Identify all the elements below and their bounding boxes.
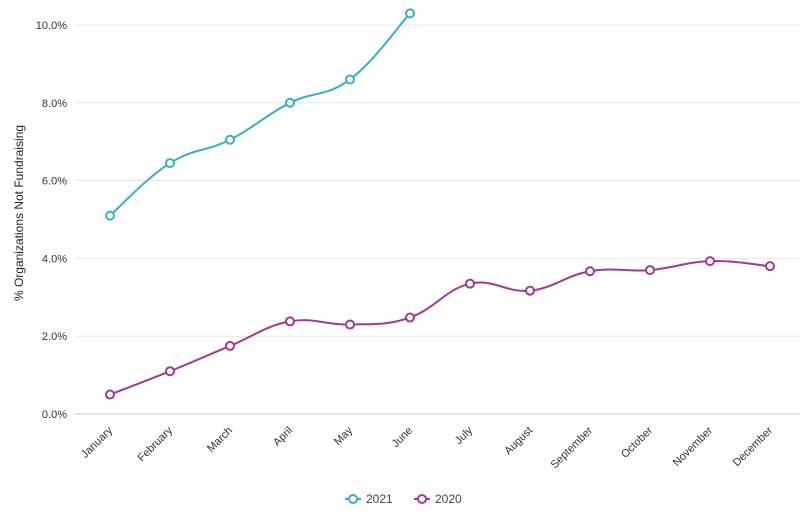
legend-marker-icon [348,494,358,504]
data-point[interactable] [405,8,415,19]
data-point[interactable] [345,319,355,330]
x-tick-label: August [502,425,535,458]
x-axis-ticks: January February March April May June July Augu… [79,424,775,471]
x-tick-label: October [619,424,655,460]
x-tick-label: December [731,424,776,469]
x-tick-label: March [205,425,235,455]
data-point[interactable] [405,312,415,323]
data-point[interactable] [105,210,115,221]
legend-marker-icon [417,494,427,504]
x-tick-label: May [332,424,356,448]
data-point[interactable] [585,266,595,277]
legend[interactable]: 2021 2020 [345,492,462,506]
x-tick-label: April [271,425,295,449]
data-point[interactable] [105,389,115,400]
data-point[interactable] [765,261,775,272]
y-tick-label: 6.0% [42,176,67,188]
series-line [109,260,771,396]
x-tick-label: June [390,425,415,450]
legend-item-2020[interactable]: 2020 [414,492,462,506]
x-tick-label: September [549,424,596,471]
data-point[interactable] [165,366,175,377]
legend-item-2021[interactable]: 2021 [345,492,393,506]
data-point[interactable] [165,158,175,169]
y-tick-label: 10.0% [36,20,67,32]
data-point[interactable] [465,278,475,289]
y-tick-label: 8.0% [42,98,67,110]
data-point[interactable] [225,340,235,351]
x-tick-label: November [671,424,716,469]
series-2021 [105,8,415,221]
data-point[interactable] [285,97,295,108]
x-tick-label: July [453,424,476,447]
x-tick-label: January [79,424,116,461]
data-point[interactable] [705,256,715,267]
series-group [105,8,775,400]
legend-label: 2021 [366,492,393,506]
data-point[interactable] [525,285,535,296]
x-tick-label: February [136,424,176,464]
data-point[interactable] [285,316,295,327]
series-2020 [105,256,775,400]
y-tick-label: 4.0% [42,253,67,265]
gridlines [75,24,800,415]
y-tick-label: 0.0% [42,409,67,421]
legend-label: 2020 [435,492,462,506]
series-line [109,12,411,217]
data-point[interactable] [645,265,655,276]
y-axis-title: % Organizations Not Fundraising [12,125,26,301]
data-point[interactable] [345,74,355,85]
data-point[interactable] [225,134,235,145]
y-axis-ticks: 0.0% 2.0% 4.0% 6.0% 8.0% 10.0% [36,20,67,421]
y-tick-label: 2.0% [42,331,67,343]
